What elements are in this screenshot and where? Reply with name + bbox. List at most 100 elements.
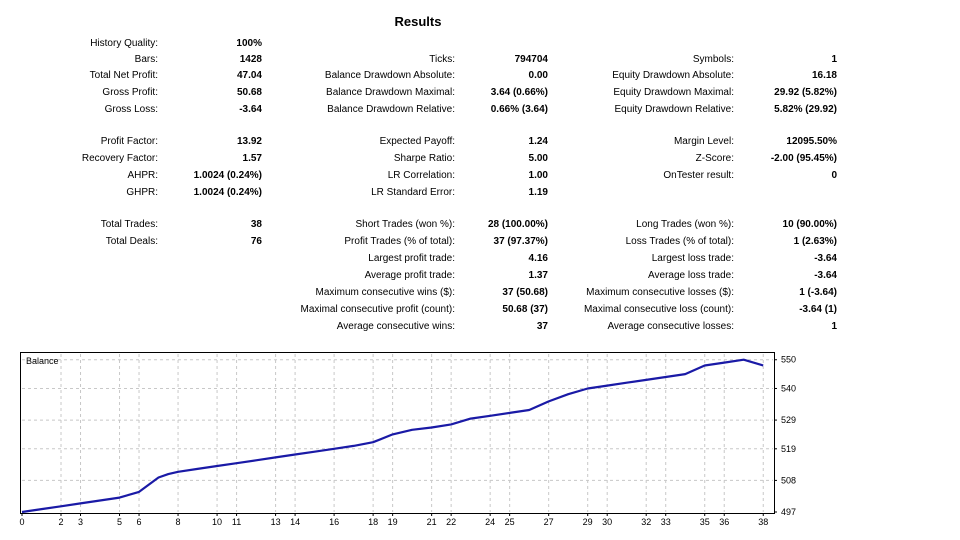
report-row: Average profit trade: 1.37 Average loss tr… [0, 267, 960, 284]
stat-value: 28 (100.00%) [487, 219, 548, 230]
y-tick-label: 519 [781, 444, 796, 454]
stat-value: 1.24 [528, 136, 548, 147]
stat-value: 1 (2.63%) [793, 236, 837, 247]
stat-value: 3.64 (0.66%) [490, 87, 548, 98]
x-tick-label: 33 [661, 517, 671, 527]
x-tick-label: 0 [19, 517, 24, 527]
stat-value: 12095.50% [786, 136, 837, 147]
y-tick-label: 497 [781, 507, 796, 517]
stat-label: Balance Drawdown Maximal: [326, 87, 455, 98]
x-tick-label: 21 [427, 517, 437, 527]
stat-value: 37 (97.37%) [493, 236, 548, 247]
chart-grid [22, 354, 773, 512]
x-tick-label: 19 [388, 517, 398, 527]
stat-label: Equity Drawdown Relative: [614, 104, 735, 115]
stat-label: Ticks: [429, 54, 455, 65]
x-tick-label: 27 [544, 517, 554, 527]
stat-value: 29.92 (5.82%) [774, 87, 837, 98]
stat-label: Total Trades: [100, 219, 158, 230]
stat-value: 1.0024 (0.24%) [193, 187, 262, 198]
x-tick-label: 10 [212, 517, 222, 527]
x-tick-label: 5 [117, 517, 122, 527]
x-tick-label: 3 [78, 517, 83, 527]
stat-value: 13.92 [236, 136, 262, 147]
report-row: Gross Loss: -3.64 Balance Drawdown Relativ… [0, 101, 960, 118]
stat-label: LR Correlation: [387, 170, 455, 181]
chart-title: Balance [26, 356, 59, 366]
stat-value: 1 [831, 321, 837, 332]
x-tick-label: 22 [446, 517, 456, 527]
x-tick-label: 35 [700, 517, 710, 527]
x-tick-label: 13 [271, 517, 281, 527]
stat-label: Short Trades (won %): [355, 219, 455, 230]
stat-value: 1 (-3.64) [799, 287, 837, 298]
stat-label: LR Standard Error: [371, 187, 455, 198]
stat-label: Expected Payoff: [379, 136, 455, 147]
y-tick-label: 540 [781, 383, 796, 393]
stat-label: Largest profit trade: [368, 253, 455, 264]
x-tick-label: 25 [505, 517, 515, 527]
stat-label: GHPR: [126, 187, 158, 198]
stat-label: Equity Drawdown Absolute: [612, 70, 734, 81]
stat-value: 16.18 [811, 70, 837, 81]
stat-value: 37 (50.68) [502, 287, 548, 298]
stat-label: Maximal consecutive loss (count): [583, 304, 734, 315]
stat-label: Gross Profit: [102, 87, 158, 98]
x-tick-label: 30 [602, 517, 612, 527]
report-row: Total Deals: 76 Profit Trades (% of total)… [0, 233, 960, 250]
stat-value: 1428 [239, 54, 262, 65]
stat-label: Equity Drawdown Maximal: [613, 87, 734, 98]
x-tick-label: 38 [758, 517, 768, 527]
stat-value: 1.19 [528, 187, 548, 198]
report-row: Average consecutive wins: 37 Average conse… [0, 318, 960, 335]
report-title: Results [394, 14, 442, 29]
x-tick-label: 24 [485, 517, 495, 527]
stat-label: Average consecutive wins: [336, 321, 455, 332]
stat-value: 37 [536, 321, 548, 332]
stat-value: -3.64 [814, 270, 837, 281]
stat-label: Average profit trade: [364, 270, 455, 281]
y-tick-label: 508 [781, 475, 796, 485]
x-tick-label: 16 [329, 517, 339, 527]
stat-label: Maximum consecutive losses ($): [586, 287, 734, 298]
stat-label: Total Net Profit: [89, 70, 158, 81]
stat-value: 1.37 [528, 270, 548, 281]
stat-value: 5.82% (29.92) [774, 104, 837, 115]
x-tick-label: 29 [583, 517, 593, 527]
stat-label: Z-Score: [695, 153, 734, 164]
report-row: Bars: 1428 Ticks: 794704 Symbols: 1 [0, 51, 960, 68]
x-tick-label: 11 [232, 517, 241, 527]
y-tick-label: 529 [781, 415, 796, 425]
report-row: Profit Factor: 13.92 Expected Payoff: 1.24 M… [0, 133, 960, 150]
stat-label: History Quality: [90, 38, 158, 49]
stat-label: Bars: [134, 54, 158, 65]
stat-label: Balance Drawdown Relative: [327, 104, 455, 115]
stat-value: 47.04 [236, 70, 262, 81]
stat-value: 1.57 [242, 153, 262, 164]
stat-label: Balance Drawdown Absolute: [324, 70, 455, 81]
stat-label: Profit Trades (% of total): [344, 236, 455, 247]
stat-value: -3.64 [239, 104, 262, 115]
stat-value: -3.64 (1) [799, 304, 837, 315]
stat-value: 76 [250, 236, 262, 247]
stat-label: Recovery Factor: [81, 153, 158, 164]
stat-value: 5.00 [528, 153, 548, 164]
stat-label: Sharpe Ratio: [393, 153, 455, 164]
stat-label: Profit Factor: [100, 136, 158, 147]
report-row: Total Trades: 38 Short Trades (won %): 28 (… [0, 216, 960, 233]
stat-label: Largest loss trade: [651, 253, 734, 264]
stat-label: OnTester result: [663, 170, 734, 181]
stat-label: Average consecutive losses: [607, 321, 734, 332]
report-row: Recovery Factor: 1.57 Sharpe Ratio: 5.00 Z-S… [0, 150, 960, 167]
chart-ticks: 0 2 3 5 6 8 10 11 13 14 16 18 19 21 22 24 25 27 29 30 32 33 35… [19, 355, 796, 527]
stat-value: 794704 [514, 54, 548, 65]
stat-label: Maximal consecutive profit (count): [300, 304, 455, 315]
y-tick-label: 550 [781, 355, 796, 365]
stat-value: 100% [236, 38, 262, 49]
x-tick-label: 2 [59, 517, 64, 527]
balance-series-line [21, 358, 764, 514]
stat-label: AHPR: [127, 170, 158, 181]
stat-value: 38 [250, 219, 262, 230]
stat-value: 1 [831, 54, 837, 65]
report-row: Maximum consecutive wins ($): 37 (50.68) M… [0, 284, 960, 301]
